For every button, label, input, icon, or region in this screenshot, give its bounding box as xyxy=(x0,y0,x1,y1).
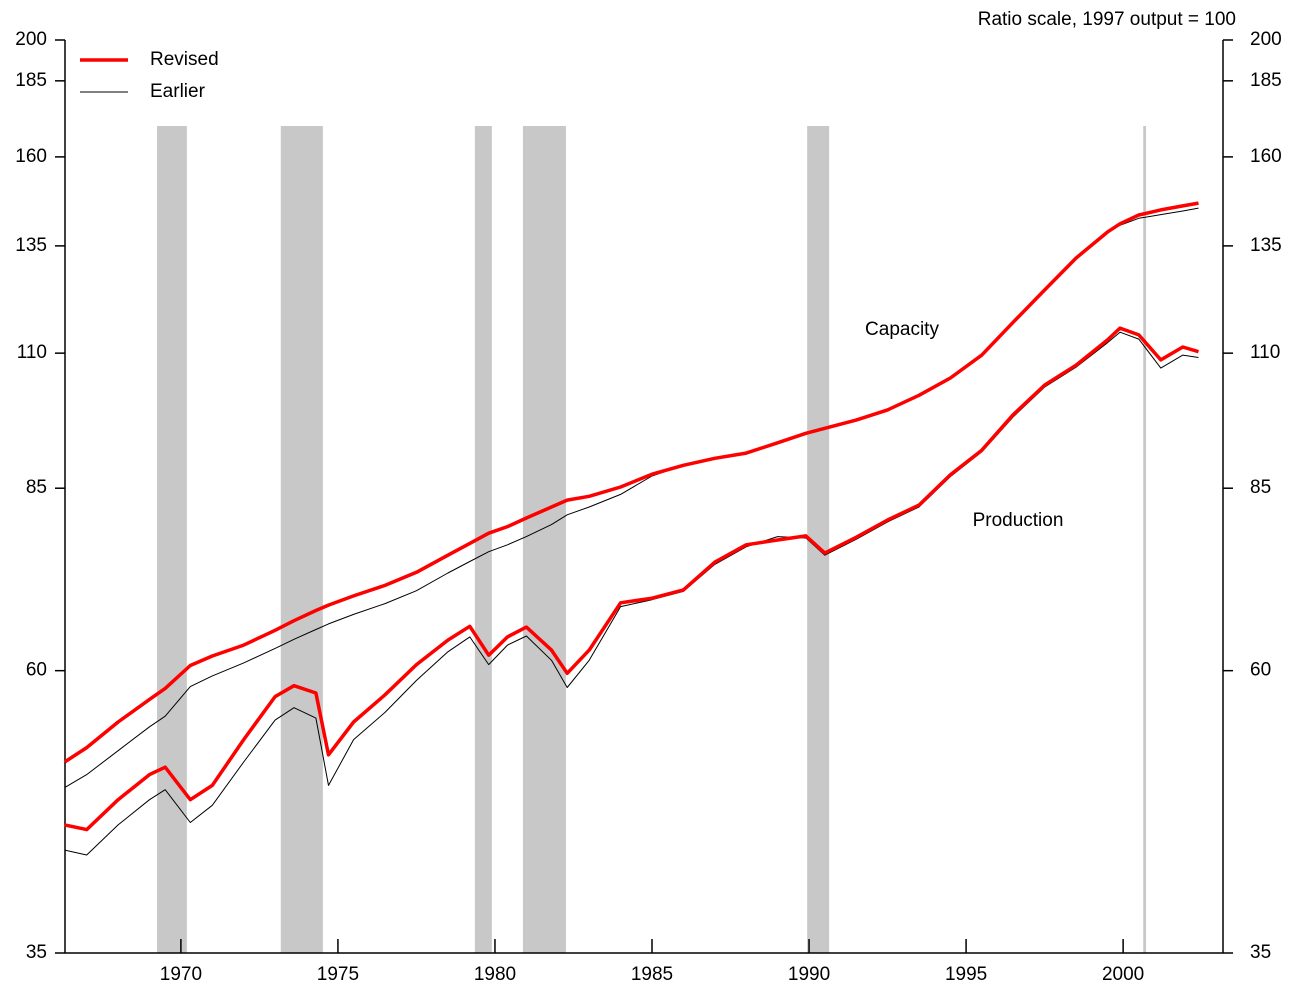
x-tick-label: 1985 xyxy=(631,964,673,985)
y2-tick-label: 85 xyxy=(1250,477,1271,498)
recession-band xyxy=(1143,126,1147,953)
y-tick-label: 110 xyxy=(17,342,47,363)
y2-tick-label: 60 xyxy=(1250,660,1271,681)
line-capacity xyxy=(64,207,1199,789)
x-tick-label: 1995 xyxy=(945,964,987,985)
y-tick-label: 135 xyxy=(15,235,47,256)
x-tick-label: 1990 xyxy=(788,964,830,985)
y2-tick-label: 185 xyxy=(1250,70,1282,91)
y2-tick-label: 200 xyxy=(1250,29,1282,50)
y-tick-label: 160 xyxy=(15,146,47,167)
x-tick-label: 1970 xyxy=(160,964,202,985)
recession-band xyxy=(807,126,830,953)
x-tick-label: 2000 xyxy=(1102,964,1144,985)
y2-tick-label: 160 xyxy=(1250,146,1282,167)
y2-tick-label: 135 xyxy=(1250,235,1282,256)
recession-band xyxy=(280,126,323,953)
chart-subtitle: Ratio scale, 1997 output = 100 xyxy=(978,9,1236,30)
line-production xyxy=(64,331,1199,856)
y-tick-label: 85 xyxy=(26,477,47,498)
legend-label: Revised xyxy=(150,49,219,70)
legend-label: Earlier xyxy=(150,81,206,102)
y2-tick-label: 35 xyxy=(1250,942,1271,963)
x-tick-label: 1975 xyxy=(317,964,359,985)
line-production xyxy=(64,326,1200,832)
recession-band xyxy=(157,126,187,953)
annotation: Capacity xyxy=(865,319,939,340)
y-tick-label: 60 xyxy=(26,660,47,681)
annotation: Production xyxy=(973,510,1064,531)
line-capacity xyxy=(63,201,1199,764)
recession-band xyxy=(474,126,492,953)
y2-tick-label: 110 xyxy=(1250,342,1280,363)
y-tick-label: 200 xyxy=(15,29,47,50)
y-tick-label: 35 xyxy=(26,942,47,963)
x-tick-label: 1980 xyxy=(474,964,516,985)
recession-band xyxy=(522,126,566,953)
y-tick-label: 185 xyxy=(15,70,47,91)
